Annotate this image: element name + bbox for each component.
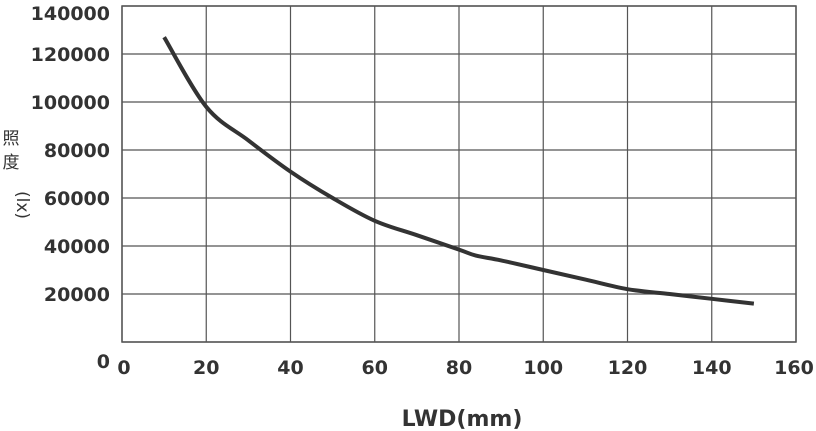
- y-tick-label: 120000: [31, 44, 110, 66]
- series-layer: [162, 36, 755, 306]
- y-axis-title-char-2: 度: [3, 153, 20, 173]
- y-axis-title-unit: (lx): [12, 191, 32, 219]
- x-tick-label: 100: [523, 357, 563, 379]
- y-tick-label: 60000: [44, 188, 110, 210]
- y-tick-label: 0: [97, 351, 110, 373]
- y-tick-label: 100000: [31, 92, 110, 114]
- y-tick-label: 80000: [44, 140, 110, 162]
- x-tick-label: 140: [692, 357, 732, 379]
- y-tick-label: 20000: [44, 284, 110, 306]
- y-tick-label: 40000: [44, 236, 110, 258]
- y-axis-title-char-1: 照: [3, 129, 20, 149]
- y-axis-title: 照 度 (lx): [3, 129, 33, 219]
- x-tick-label: 60: [362, 357, 388, 379]
- x-tick-label: 80: [446, 357, 472, 379]
- x-tick-labels: 0 20 40 60 80 100 120 140 160: [117, 357, 813, 379]
- x-tick-label: 40: [277, 357, 303, 379]
- y-tick-label: 140000: [31, 3, 110, 25]
- x-tick-label: 0: [117, 357, 130, 379]
- series-line: [162, 36, 755, 306]
- y-tick-labels: 0 20000 40000 60000 80000 100000 120000 140000: [31, 3, 110, 373]
- x-tick-label: 20: [193, 357, 219, 379]
- x-axis-title: LWD(mm): [402, 407, 523, 431]
- grid: [121, 5, 797, 343]
- x-tick-label: 120: [608, 357, 648, 379]
- x-tick-label: 160: [774, 357, 814, 379]
